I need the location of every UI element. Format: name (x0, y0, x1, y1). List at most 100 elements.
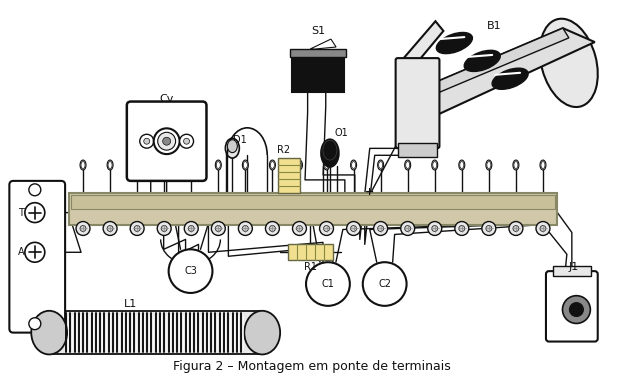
Polygon shape (399, 28, 569, 107)
Circle shape (169, 249, 212, 293)
Ellipse shape (405, 160, 411, 170)
Circle shape (569, 303, 583, 317)
Circle shape (144, 138, 150, 144)
Text: A: A (18, 247, 24, 257)
Circle shape (134, 226, 140, 232)
Circle shape (513, 226, 519, 232)
Ellipse shape (464, 50, 500, 71)
Ellipse shape (324, 160, 329, 170)
Bar (553, 266, 591, 276)
Circle shape (269, 226, 276, 232)
Ellipse shape (324, 162, 329, 168)
Circle shape (25, 243, 45, 262)
Polygon shape (399, 28, 595, 118)
Text: C: C (422, 111, 429, 121)
Ellipse shape (242, 160, 248, 170)
Ellipse shape (162, 162, 166, 168)
Circle shape (509, 221, 523, 235)
Circle shape (486, 226, 492, 232)
Text: D1: D1 (234, 135, 248, 145)
Circle shape (76, 221, 90, 235)
Circle shape (455, 221, 469, 235)
Circle shape (154, 128, 179, 154)
Ellipse shape (351, 160, 357, 170)
Ellipse shape (80, 160, 86, 170)
Circle shape (238, 221, 252, 235)
Bar (278, 158, 300, 193)
Circle shape (459, 226, 465, 232)
Circle shape (306, 262, 350, 306)
Circle shape (351, 226, 357, 232)
Circle shape (80, 226, 86, 232)
Circle shape (401, 221, 414, 235)
Ellipse shape (487, 162, 491, 168)
Circle shape (482, 221, 496, 235)
Text: Cv: Cv (159, 94, 174, 103)
FancyBboxPatch shape (546, 271, 598, 341)
Circle shape (266, 221, 279, 235)
Text: +: + (365, 187, 374, 197)
Circle shape (179, 134, 194, 148)
Circle shape (211, 221, 225, 235)
Text: C3: C3 (184, 266, 197, 276)
Ellipse shape (378, 160, 384, 170)
Circle shape (536, 221, 550, 235)
Ellipse shape (244, 311, 280, 355)
Ellipse shape (296, 160, 302, 170)
Circle shape (130, 221, 144, 235)
Ellipse shape (436, 32, 472, 54)
Circle shape (347, 221, 361, 235)
Ellipse shape (352, 162, 356, 168)
Circle shape (158, 221, 171, 235)
Circle shape (140, 134, 154, 148)
Ellipse shape (486, 160, 492, 170)
Text: Figura 2 – Montagem em ponte de terminais: Figura 2 – Montagem em ponte de terminai… (173, 360, 451, 373)
Ellipse shape (135, 162, 139, 168)
Text: R1: R1 (304, 262, 316, 272)
Circle shape (161, 226, 167, 232)
Text: C2: C2 (378, 279, 391, 289)
Ellipse shape (406, 162, 409, 168)
Circle shape (296, 226, 302, 232)
Ellipse shape (540, 19, 598, 107)
Ellipse shape (432, 162, 437, 168)
Circle shape (25, 203, 45, 223)
Ellipse shape (134, 160, 140, 170)
Bar (292, 53, 344, 92)
Circle shape (162, 137, 171, 145)
Ellipse shape (459, 160, 465, 170)
Text: S1: S1 (311, 26, 325, 36)
Ellipse shape (379, 162, 382, 168)
Ellipse shape (189, 162, 193, 168)
Circle shape (428, 221, 442, 235)
Ellipse shape (460, 162, 464, 168)
Ellipse shape (323, 140, 337, 160)
Text: L1: L1 (124, 299, 138, 309)
Circle shape (405, 226, 411, 232)
Ellipse shape (269, 160, 276, 170)
Ellipse shape (271, 162, 274, 168)
Circle shape (107, 226, 113, 232)
Ellipse shape (540, 160, 546, 170)
Circle shape (158, 132, 176, 150)
Circle shape (324, 226, 329, 232)
FancyBboxPatch shape (127, 102, 206, 181)
Text: C1: C1 (321, 279, 334, 289)
Ellipse shape (188, 160, 194, 170)
Ellipse shape (216, 160, 221, 170)
Text: T: T (18, 208, 24, 218)
Circle shape (540, 226, 546, 232)
Text: O1: O1 (335, 128, 349, 138)
Circle shape (562, 296, 591, 323)
Ellipse shape (107, 160, 113, 170)
Polygon shape (399, 21, 443, 74)
Ellipse shape (31, 311, 67, 355)
Text: R2: R2 (277, 145, 290, 155)
Circle shape (374, 221, 388, 235)
Bar (49, 311, 262, 355)
Circle shape (292, 221, 306, 235)
Circle shape (216, 226, 221, 232)
Text: C: C (418, 92, 425, 103)
Ellipse shape (513, 160, 519, 170)
Ellipse shape (243, 162, 248, 168)
